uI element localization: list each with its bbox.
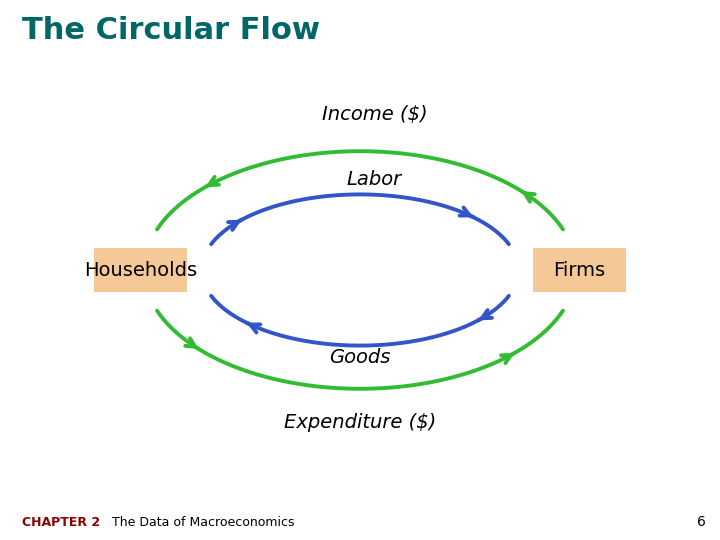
Text: CHAPTER 2: CHAPTER 2 — [22, 516, 100, 529]
Text: The Data of Macroeconomics: The Data of Macroeconomics — [112, 516, 294, 529]
Text: Households: Households — [84, 260, 197, 280]
FancyBboxPatch shape — [94, 248, 187, 292]
Text: Goods: Goods — [329, 348, 391, 367]
Text: Income ($): Income ($) — [322, 105, 427, 124]
Text: Labor: Labor — [347, 170, 402, 189]
Text: Expenditure ($): Expenditure ($) — [284, 413, 436, 432]
Text: The Circular Flow: The Circular Flow — [22, 16, 320, 45]
FancyBboxPatch shape — [533, 248, 626, 292]
Text: Firms: Firms — [554, 260, 606, 280]
Text: 6: 6 — [697, 515, 706, 529]
